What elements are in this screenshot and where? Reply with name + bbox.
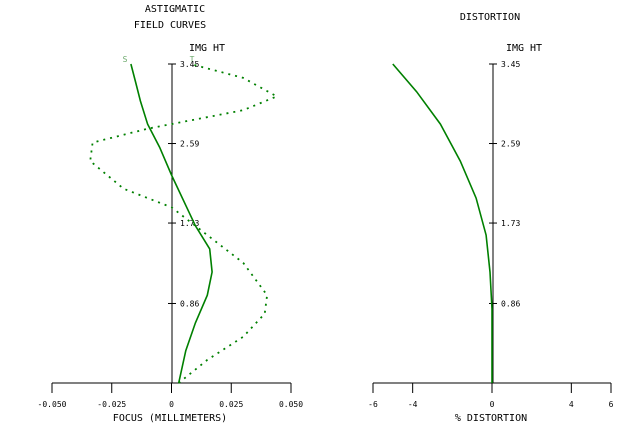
field-curves-x-tick-label: 0.050: [279, 400, 303, 409]
distortion-y-tick-label: 0.86: [501, 299, 520, 308]
field-curves-axes: -0.050 -0.025 0 0.025 0.050 3.45 2.59 1.73 0.86: [38, 60, 304, 409]
distortion-x-tick-label: -6: [368, 400, 378, 409]
legend-label-t: T: [190, 55, 195, 64]
distortion-x-tick-label: 4: [569, 400, 574, 409]
field-curves-chart: ASTIGMATIC FIELD CURVES IMG HT FOCUS (MI…: [38, 4, 304, 424]
field-curves-series-solid-line: [130, 63, 213, 384]
field-curves-title: ASTIGMATIC: [145, 4, 205, 15]
distortion-title: DISTORTION: [460, 12, 520, 23]
field-curves-lines: [89, 63, 279, 384]
distortion-y-tick-label: 2.59: [501, 140, 520, 149]
field-curves-x-tick-label: 0: [169, 400, 174, 409]
distortion-y-tick-label: 1.73: [501, 219, 520, 228]
field-curves-x-tick-label: -0.050: [38, 400, 67, 409]
field-curves-x-axis-label: FOCUS (MILLIMETERS): [113, 413, 227, 424]
distortion-x-tick-label: 0: [490, 400, 495, 409]
field-curves-y-axis-label: IMG HT: [189, 43, 225, 54]
field-curves-y-tick-label: 2.59: [180, 140, 199, 149]
field-curves-y-tick-label: 3.45: [180, 60, 199, 69]
distortion-axes: -6 -4 0 4 6 3.45 2.59 1.73 0.86: [368, 60, 613, 409]
field-curves-subtitle: FIELD CURVES: [134, 20, 206, 31]
field-curves-x-tick-label: -0.025: [97, 400, 126, 409]
field-curves-series-dashed-line: [89, 63, 279, 384]
field-curves-x-tick-label: 0.025: [219, 400, 243, 409]
distortion-x-axis-label: % DISTORTION: [455, 413, 527, 424]
distortion-y-tick-label: 3.45: [501, 60, 520, 69]
distortion-y-axis-label: IMG HT: [506, 43, 542, 54]
field-curves-y-tick-label: 1.73: [180, 219, 199, 228]
legend-label-s: S: [123, 55, 128, 64]
distortion-series-solid-line: [392, 63, 493, 383]
distortion-chart: DISTORTION IMG HT % DISTORTION -6 -4 0 4 6 3.…: [368, 12, 613, 424]
distortion-lines: [392, 63, 493, 383]
field-curves-y-tick-label: 0.86: [180, 299, 199, 308]
distortion-x-tick-label: 6: [609, 400, 614, 409]
distortion-x-tick-label: -4: [408, 400, 418, 409]
